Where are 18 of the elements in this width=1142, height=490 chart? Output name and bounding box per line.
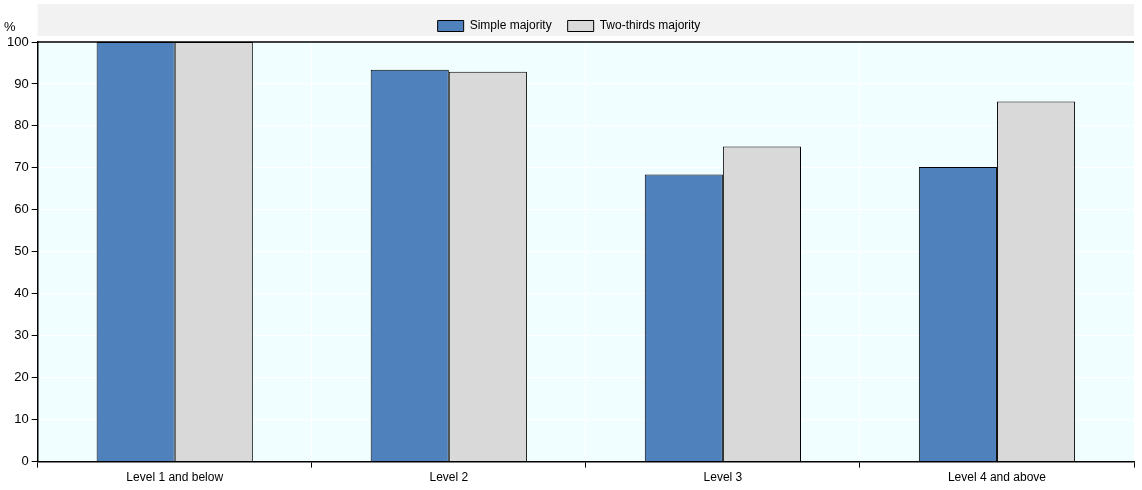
y-tick-label: 10 [14,411,29,427]
legend-label: Simple majority [469,18,552,33]
y-tick-label: 100 [6,33,29,49]
y-tick-label: 20 [14,369,29,385]
x-tick-label: Level 3 [703,470,743,485]
x-tick-label: Level 4 and above [947,470,1047,485]
y-axis-title: % [4,19,16,35]
y-tick-label: 60 [14,201,29,217]
y-tick-label: 80 [14,117,29,133]
x-tick-label: Level 2 [429,470,469,485]
y-tick-label: 0 [21,453,29,469]
legend-label: Two-thirds majority [599,18,701,33]
y-tick-label: 40 [14,285,29,301]
y-tick-label: 50 [14,243,29,259]
y-tick-label: 70 [14,159,29,175]
y-tick-label: 30 [14,327,29,343]
y-tick-label: 90 [14,75,29,91]
x-tick-label: Level 1 and below [126,470,224,485]
